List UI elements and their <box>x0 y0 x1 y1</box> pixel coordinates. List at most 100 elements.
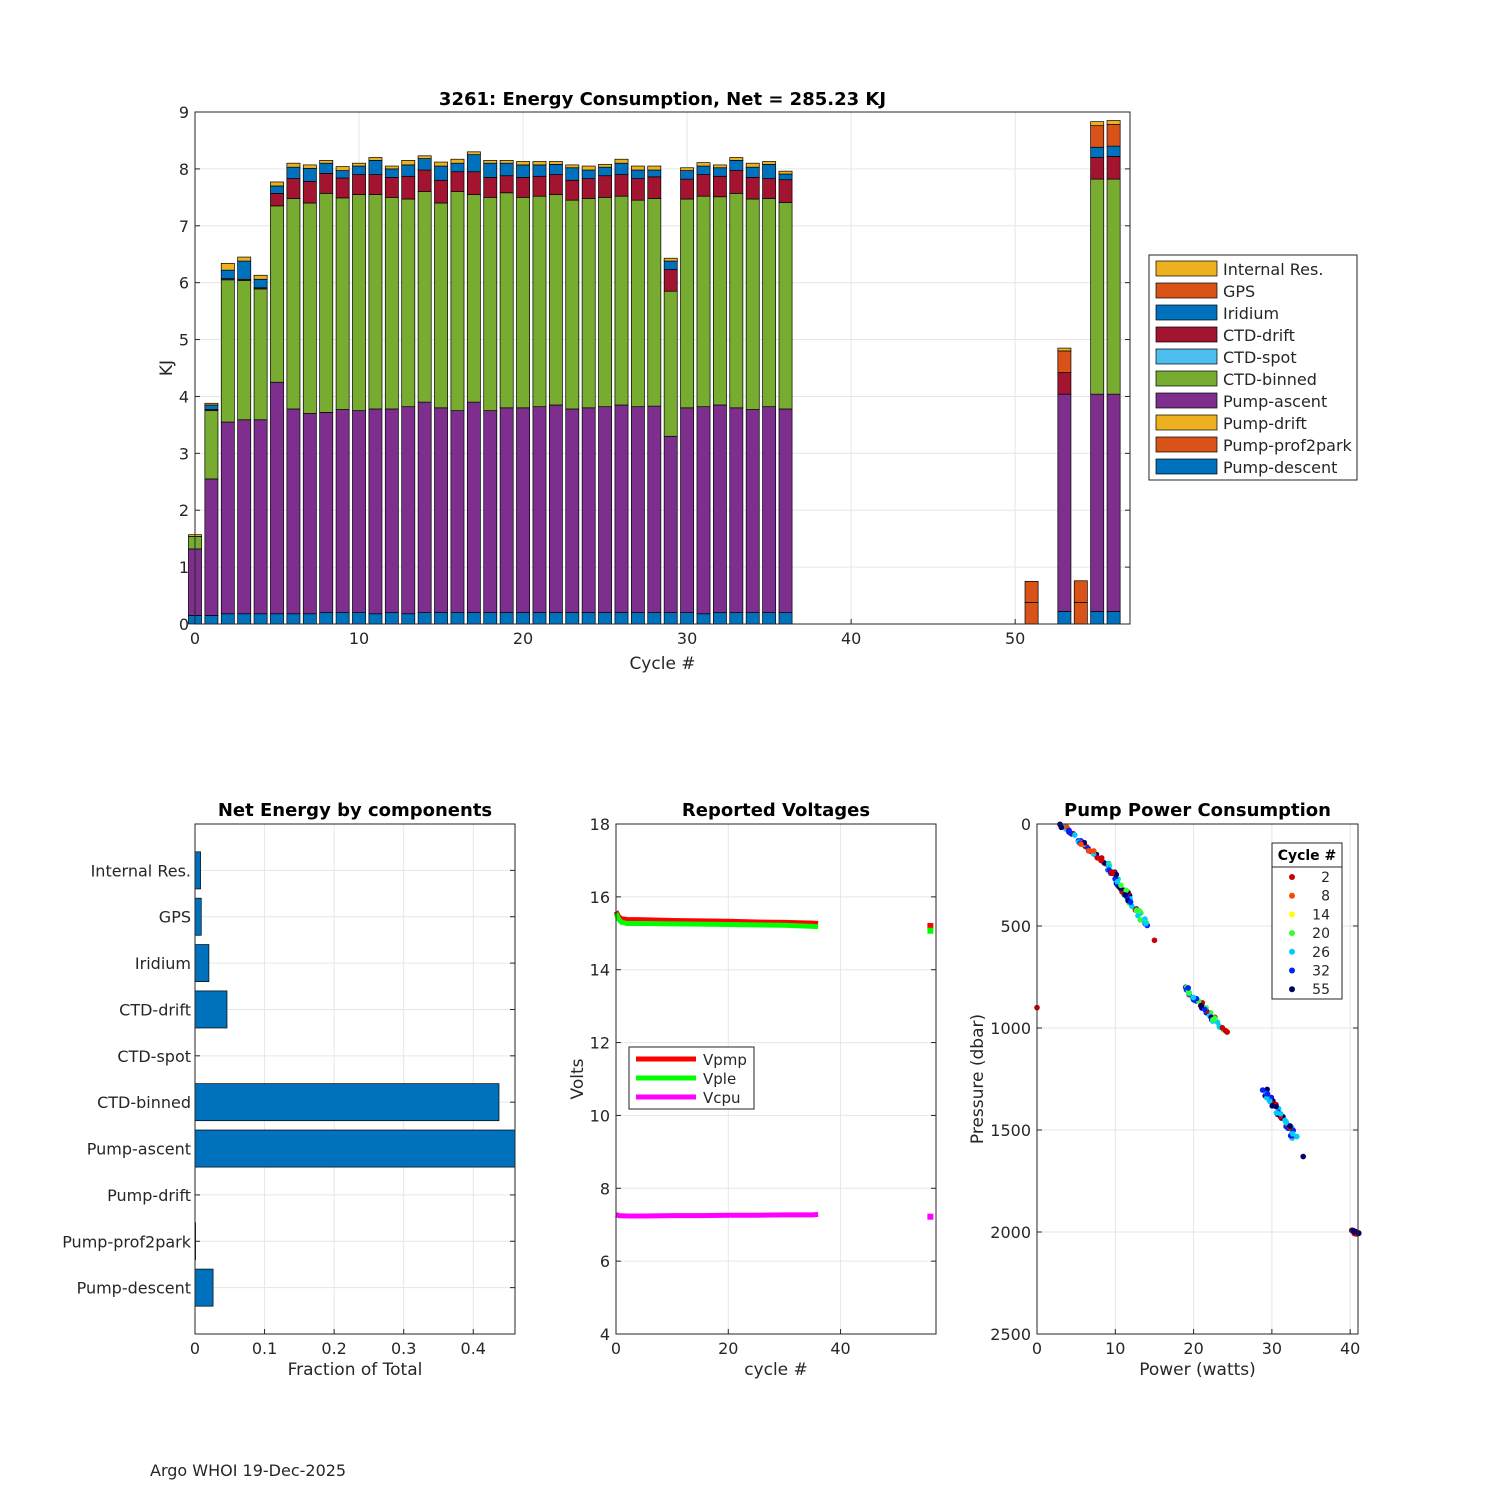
energy-bar-segment <box>286 613 301 625</box>
energy-bar-segment <box>647 198 662 407</box>
voltages-y-tick-label: 12 <box>590 1034 610 1053</box>
energy-bar-segment <box>696 406 711 615</box>
energy-bar-segment <box>220 269 235 280</box>
energy-bar-segment <box>696 613 711 625</box>
energy-bar-segment <box>630 169 645 179</box>
components-y-tick-label: Internal Res. <box>91 861 191 880</box>
energy-bar-segment <box>417 158 432 171</box>
pump-scatter-point <box>1219 1025 1226 1031</box>
energy-legend-label: Pump-drift <box>1223 414 1307 433</box>
components-bar <box>194 851 201 890</box>
energy-bar-segment <box>1090 121 1105 127</box>
energy-bar-segment <box>680 178 695 200</box>
pump-scatter-point <box>1198 1002 1205 1009</box>
pump-scatter-point <box>1224 1029 1231 1035</box>
energy-legend-swatch <box>1155 282 1218 299</box>
energy-bar-segment <box>1090 125 1105 148</box>
components-bar <box>194 1268 214 1307</box>
energy-bar-segment <box>630 165 645 171</box>
pump-scatter-point <box>1094 855 1101 861</box>
energy-bar-segment <box>270 193 284 207</box>
components-y-tick-label: Iridium <box>135 954 191 973</box>
energy-bar-segment <box>565 179 580 201</box>
energy-bar-segment <box>368 408 383 615</box>
energy-bar-segment <box>253 278 268 289</box>
energy-bar-segment <box>614 162 629 175</box>
energy-bar-segment <box>483 162 498 178</box>
voltages-x-tick-label: 0 <box>611 1339 621 1358</box>
pump-y-tick-label: 2500 <box>990 1325 1031 1344</box>
energy-bar-segment <box>368 174 383 195</box>
energy-bar-segment <box>1090 611 1105 625</box>
energy-bar-segment <box>614 612 629 625</box>
pump-y-tick-label: 500 <box>1000 917 1031 936</box>
voltages-y-tick-label: 18 <box>590 815 610 834</box>
energy-bar-segment <box>302 202 317 414</box>
energy-bar-segment <box>713 196 727 406</box>
energy-legend-label: Pump-ascent <box>1223 392 1327 411</box>
energy-bar-segment <box>319 612 334 625</box>
pump-x-label: Power (watts) <box>1139 1360 1256 1380</box>
energy-bar-segment <box>565 612 580 625</box>
pump-scatter-point <box>1355 1230 1362 1237</box>
pump-scatter-point <box>1058 824 1065 831</box>
energy-bar-segment <box>417 401 432 613</box>
energy-y-tick-label: 3 <box>179 444 189 463</box>
energy-bar-segment <box>532 161 547 166</box>
energy-bar-segment <box>204 410 219 480</box>
energy-bar-segment <box>483 410 498 613</box>
pump-legend-marker <box>1289 986 1295 993</box>
energy-bar-segment <box>401 198 416 408</box>
energy-bar-segment <box>352 410 366 613</box>
energy-bar-segment <box>253 419 268 615</box>
components-axes-border <box>194 823 516 1335</box>
pump-y-tick-label: 1500 <box>990 1121 1031 1140</box>
energy-bar-segment <box>319 173 334 194</box>
energy-bar-segment <box>335 166 350 171</box>
pump-legend-label: 8 <box>1321 889 1330 905</box>
energy-bar-segment <box>548 612 563 625</box>
energy-bar-segment <box>286 178 301 199</box>
energy-bar-segment <box>499 160 514 164</box>
energy-bar-segment <box>598 163 612 168</box>
energy-bar-segment <box>581 178 596 199</box>
energy-legend-swatch <box>1155 458 1218 475</box>
energy-bar-segment <box>647 165 662 171</box>
energy-bar-segment <box>434 202 448 409</box>
energy-bar-segment <box>762 406 777 613</box>
pump-scatter-point <box>1142 920 1149 927</box>
pump-scatter-point <box>1294 1133 1300 1140</box>
energy-bar-segment <box>516 196 530 409</box>
energy-bar-segment <box>647 612 662 625</box>
energy-bar-segment <box>368 613 383 625</box>
components-y-tick-label: Pump-ascent <box>87 1140 191 1159</box>
energy-bar-segment <box>680 198 695 409</box>
voltages-series-endpoint <box>927 927 934 934</box>
energy-bar-segment <box>548 163 563 175</box>
energy-bar-segment <box>548 174 563 195</box>
pump-legend-box <box>1271 842 1343 1000</box>
energy-bar-segment <box>680 167 695 171</box>
voltages-y-tick-label: 8 <box>600 1179 610 1198</box>
energy-bar-segment <box>384 408 399 613</box>
pump-scatter-point <box>1300 1153 1306 1160</box>
energy-y-tick-label: 5 <box>179 331 189 350</box>
pump-scatter-point <box>1202 1006 1208 1013</box>
energy-bar-segment <box>1057 393 1072 612</box>
energy-bar-segment <box>302 181 317 204</box>
energy-bar-segment <box>466 612 481 625</box>
energy-bar-segment <box>220 262 235 271</box>
energy-bar-segment <box>762 163 777 179</box>
pump-scatter-point <box>1259 1087 1266 1093</box>
pump-scatter-point <box>1086 847 1092 854</box>
energy-bar-segment <box>1073 580 1088 603</box>
components-bar <box>194 1083 500 1122</box>
energy-legend-swatch <box>1155 436 1218 453</box>
energy-bar-segment <box>1106 156 1121 180</box>
voltages-x-label: cycle # <box>744 1360 808 1380</box>
energy-x-tick-label: 50 <box>1005 629 1025 648</box>
energy-bar-segment <box>466 154 481 173</box>
energy-bar-segment <box>352 194 366 412</box>
energy-bar-segment <box>483 177 498 198</box>
energy-bar-segment <box>434 161 448 167</box>
